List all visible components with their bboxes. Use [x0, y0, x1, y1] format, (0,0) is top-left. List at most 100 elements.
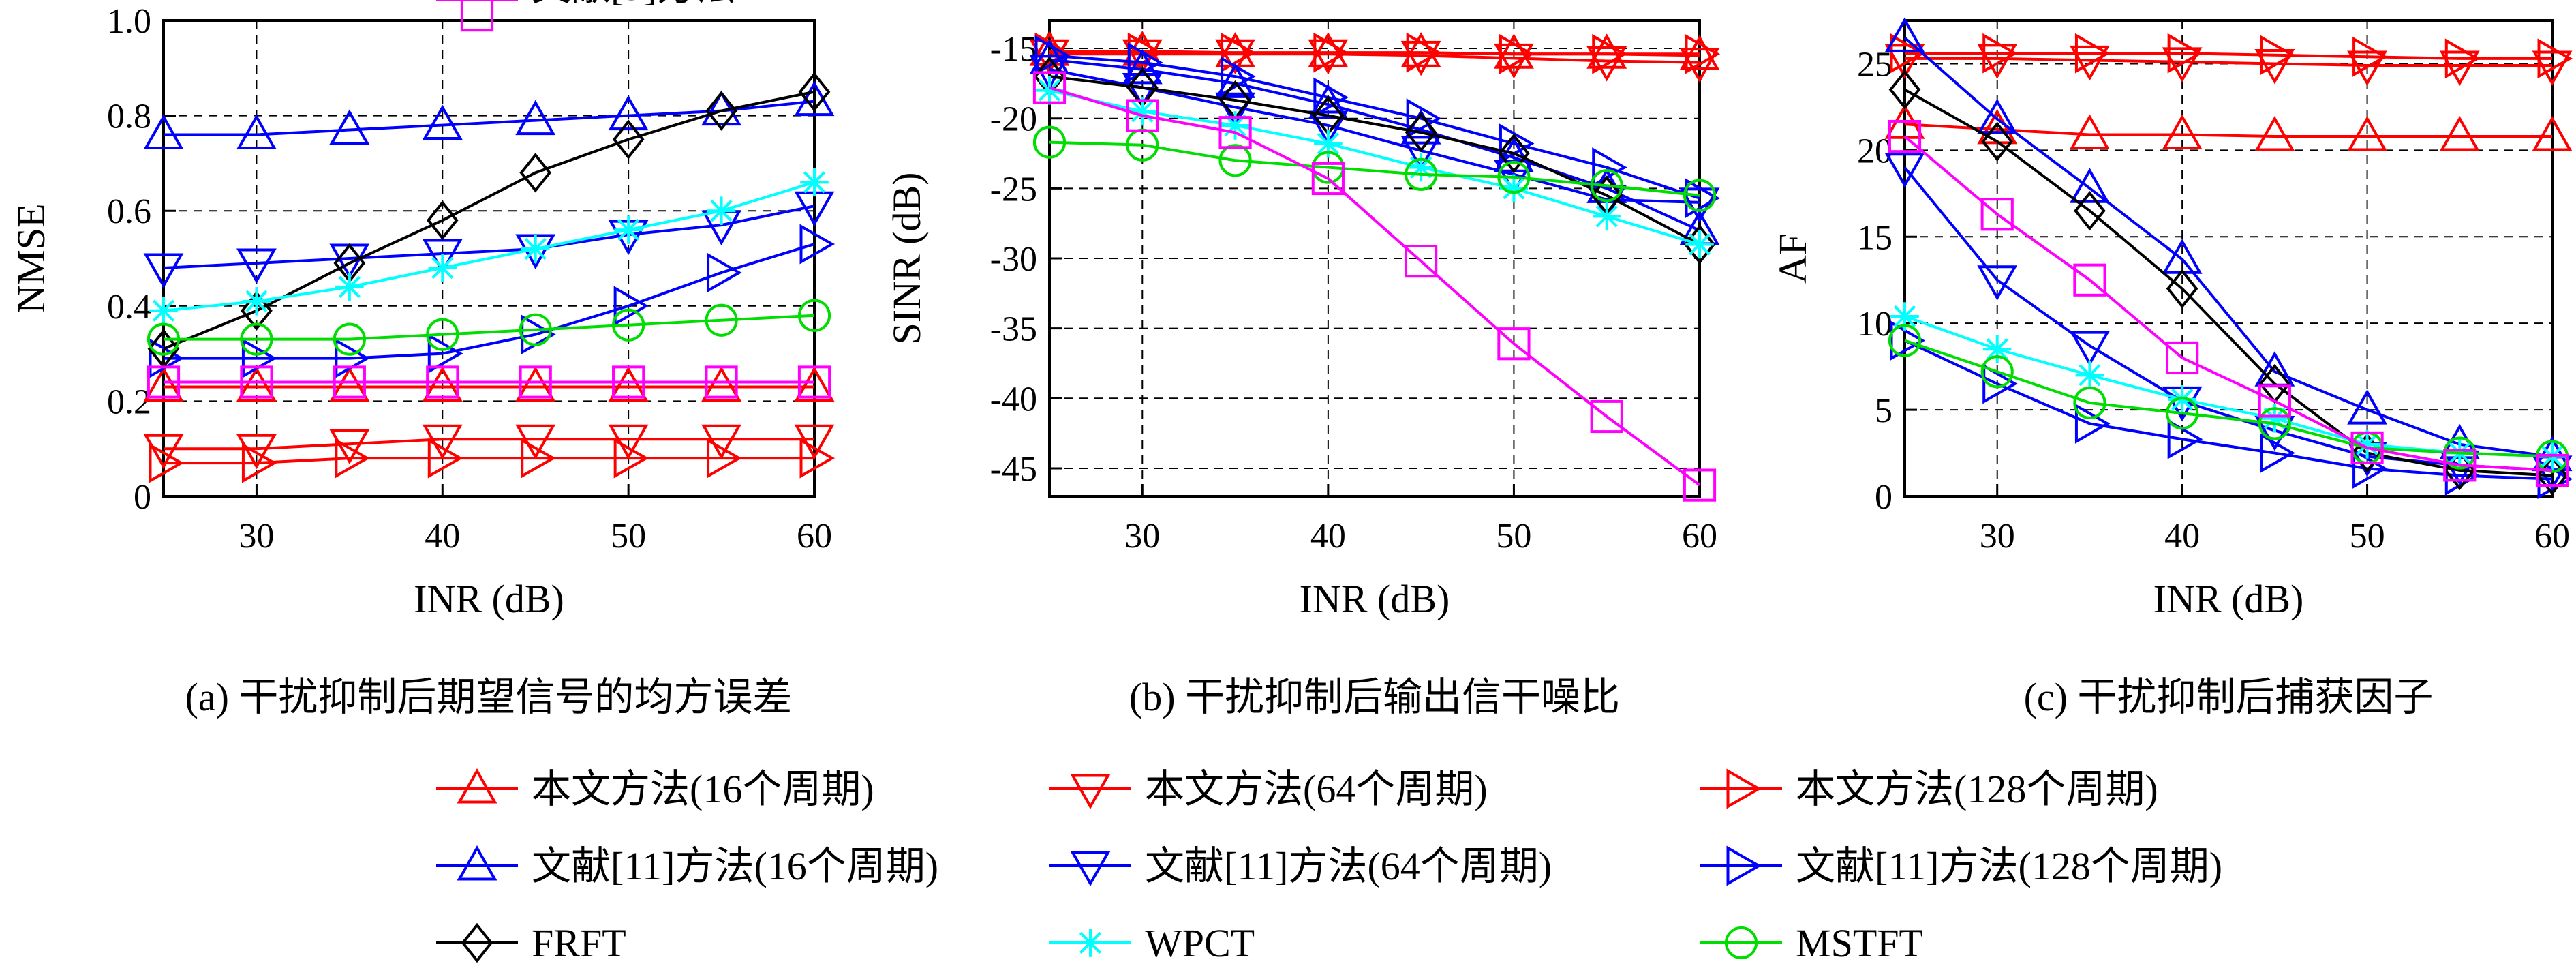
y-tick-label: -40: [990, 380, 1037, 419]
series-line: [163, 205, 815, 269]
data-point: [1977, 98, 2018, 134]
series-ours128: [1890, 33, 2573, 79]
data-point: [1405, 157, 1438, 191]
data-point: [2069, 114, 2110, 150]
data-point: [2444, 38, 2481, 79]
data-point: [2260, 35, 2295, 76]
data-point: [147, 365, 181, 399]
series-mstft: [1032, 125, 1717, 212]
data-point: [427, 438, 463, 479]
data-point: [1407, 153, 1435, 182]
y-axis-label: AF: [1770, 233, 1815, 284]
data-point: [794, 366, 835, 402]
data-point: [1313, 77, 1349, 118]
legend-marker: [457, 845, 497, 881]
data-point: [240, 322, 273, 356]
data-point: [515, 424, 556, 460]
data-point: [1888, 70, 1921, 110]
y-tick-label: 0: [1875, 478, 1892, 517]
y-tick-label: -25: [990, 170, 1037, 209]
series-ref11_16: [1884, 17, 2573, 472]
x-tick-label: 30: [239, 517, 274, 556]
data-point: [1586, 33, 1627, 69]
x-tick-label: 40: [1310, 517, 1346, 556]
data-point: [236, 114, 277, 150]
data-point: [1499, 123, 1535, 164]
data-point: [614, 215, 643, 244]
data-point: [1679, 48, 1720, 83]
data-point: [612, 365, 645, 399]
legend-entry-ref11_16: 文献[11]方法(16个周期): [436, 844, 938, 888]
data-point: [1499, 174, 1529, 203]
data-point: [2258, 407, 2291, 440]
data-point: [1406, 32, 1442, 73]
data-point: [2074, 403, 2111, 444]
data-point: [1980, 198, 2014, 231]
data-point: [422, 424, 463, 460]
data-point: [515, 366, 556, 402]
y-tick-label: -30: [990, 240, 1037, 279]
data-point: [1221, 32, 1256, 73]
legend-entry-ours64: 本文方法(64个周期): [1049, 767, 1488, 811]
legend-marker: [460, 0, 494, 32]
data-point: [2443, 449, 2477, 482]
y-tick-label: 0.8: [107, 97, 151, 136]
data-point: [1982, 363, 2018, 404]
data-point: [1890, 302, 1919, 331]
legend-label: 文献[11]方法(128个周期): [1796, 844, 2222, 888]
plot-frame: [1903, 19, 2554, 498]
data-point: [1982, 33, 2018, 74]
legend-marker: [1726, 845, 1762, 886]
legend-label: FRFT: [532, 921, 626, 965]
x-tick-label: 60: [2534, 517, 2570, 556]
legend-marker: [1726, 768, 1762, 809]
data-point: [1218, 116, 1252, 149]
data-point: [705, 303, 738, 337]
data-point: [2258, 384, 2291, 418]
series-line: [1903, 36, 2553, 458]
data-point: [240, 365, 273, 399]
legend-entry-ref11_128: 文献[11]方法(128个周期): [1700, 844, 2222, 888]
data-point: [422, 366, 463, 402]
legend-entry-ref11_64: 文献[11]方法(64个周期): [1049, 844, 1552, 888]
data-point: [2352, 430, 2382, 459]
series-line: [164, 438, 814, 451]
data-point: [143, 253, 184, 288]
x-tick-label: 40: [425, 517, 460, 556]
data-point: [2254, 116, 2295, 151]
legend-label: 文献[11]方法(16个周期): [532, 844, 938, 888]
data-point: [236, 434, 277, 470]
data-point: [1308, 32, 1349, 67]
data-point: [2167, 33, 2203, 74]
data-point: [333, 322, 366, 356]
data-point: [2073, 386, 2106, 420]
data-point: [428, 254, 457, 282]
series-line: [163, 90, 815, 350]
data-point: [705, 365, 738, 399]
panel-caption: (b) 干扰抑制后输出信干噪比: [1129, 675, 1620, 719]
y-tick-label: 0.2: [107, 382, 151, 421]
data-point: [2532, 50, 2573, 87]
legend-entry-ours16: 本文方法(16个周期): [436, 767, 874, 811]
series-line: [1903, 135, 2553, 472]
data-point: [1683, 468, 1717, 502]
series-wpct: [149, 168, 829, 325]
series-ours64: [143, 424, 835, 470]
data-point: [1032, 71, 1067, 104]
data-point: [2167, 419, 2203, 459]
data-point: [705, 91, 737, 131]
data-point: [143, 366, 184, 402]
series-line: [1905, 57, 2552, 67]
series-ours64: [1884, 44, 2573, 87]
data-point: [612, 119, 645, 160]
data-point: [613, 438, 649, 479]
data-point: [2535, 453, 2569, 487]
data-point: [797, 365, 831, 399]
data-point: [1406, 98, 1442, 139]
y-tick-label: -20: [990, 100, 1037, 139]
data-point: [2439, 50, 2480, 87]
data-point: [2162, 47, 2203, 82]
legend-label: WPCT: [1145, 921, 1255, 965]
data-point: [2350, 431, 2384, 465]
data-point: [2352, 36, 2388, 77]
